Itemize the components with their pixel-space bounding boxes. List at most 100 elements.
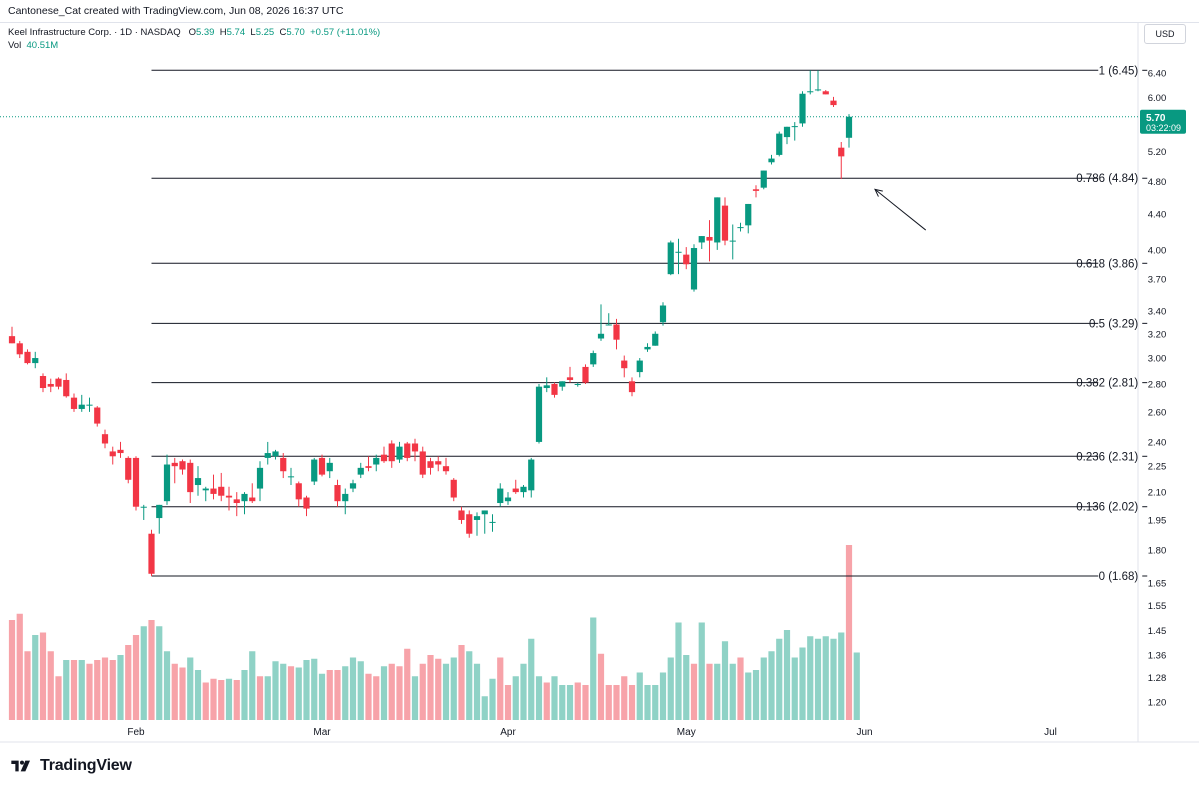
price-axis-tick: 1.65 — [1148, 578, 1167, 589]
last-price-value: 5.70 — [1146, 113, 1166, 124]
candle-body — [365, 466, 372, 468]
symbol-title[interactable]: Keel Infrastructure Corp. · 1D · NASDAQ — [8, 27, 181, 38]
candle-body — [551, 383, 558, 395]
volume-bar — [799, 647, 806, 720]
candle-body — [737, 227, 744, 229]
volume-bar — [295, 667, 302, 720]
candle-body — [264, 453, 271, 458]
volume-bar — [597, 653, 605, 720]
volume-bar — [698, 622, 705, 720]
volume-bar — [272, 661, 279, 720]
volume-bar — [8, 620, 16, 720]
volume-bar — [47, 651, 54, 720]
price-axis-tick: 3.40 — [1148, 306, 1167, 317]
candle-body — [450, 479, 457, 498]
fib-level-label: 0.236 (2.31) — [1076, 451, 1138, 463]
time-axis-label: Jul — [1044, 727, 1057, 738]
currency-button[interactable]: USD — [1144, 24, 1186, 44]
fib-level-label: 0.136 (2.02) — [1076, 502, 1138, 514]
candle-body — [295, 483, 302, 500]
volume-bar — [582, 685, 589, 720]
volume-bar — [845, 545, 853, 720]
candle-body — [597, 333, 605, 339]
candle-body — [776, 133, 783, 155]
tradingview-logo-icon — [11, 760, 30, 772]
volume-bar — [621, 676, 628, 720]
volume-bar — [140, 626, 147, 720]
price-axis-tick: 6.00 — [1148, 93, 1167, 104]
annotation-arrowhead — [874, 188, 883, 197]
candle-body — [582, 366, 589, 383]
volume-bar — [163, 651, 171, 720]
candle-body — [528, 459, 535, 491]
candle-body — [187, 462, 194, 493]
volume-bar — [853, 652, 860, 720]
volume-bar — [280, 663, 287, 720]
volume-bar — [225, 678, 233, 720]
price-axis-tick: 3.20 — [1148, 329, 1167, 340]
annotation-arrow — [874, 188, 927, 231]
volume-label: Vol — [8, 40, 22, 51]
candle-body — [814, 89, 822, 91]
volume-bar — [388, 663, 395, 720]
candle-body — [683, 254, 690, 265]
candle-body — [822, 91, 829, 95]
volume-bar — [86, 663, 93, 720]
volume-bar — [644, 685, 651, 720]
volume-bar — [187, 657, 194, 720]
price-axis-tick: 2.10 — [1148, 488, 1167, 499]
volume-bar — [442, 663, 450, 720]
volume-bar — [148, 620, 155, 720]
price-axis-tick: 4.00 — [1148, 245, 1167, 256]
candle-body — [148, 533, 155, 574]
candle-body — [63, 379, 70, 397]
volume-bar — [342, 666, 349, 720]
volume-bar — [210, 678, 217, 720]
volume-bar — [605, 685, 612, 720]
candle-body — [39, 376, 47, 389]
legend-volume-row: Vol 40.51M — [8, 39, 380, 52]
volume-bar — [318, 673, 326, 720]
volume-bar — [411, 676, 419, 720]
candle-body — [783, 126, 791, 138]
candle-body — [706, 236, 713, 241]
candle-body — [132, 457, 140, 507]
candle-body — [845, 116, 853, 138]
candle-body — [574, 383, 581, 385]
volume-bar — [683, 655, 690, 720]
volume-bar — [357, 661, 364, 720]
high-value: 5.74 — [226, 27, 246, 38]
legend-price-row: Keel Infrastructure Corp. · 1D · NASDAQ … — [8, 26, 380, 39]
last-price-badge — [1140, 109, 1186, 134]
candle-body — [791, 126, 798, 128]
candle-body — [613, 324, 620, 340]
volume-bar — [233, 680, 240, 720]
volume-bar — [675, 622, 682, 720]
volume-bar — [822, 636, 829, 720]
fib-level-label: 0.382 (2.81) — [1076, 378, 1138, 390]
volume-bar — [497, 657, 504, 720]
candle-body — [458, 510, 465, 520]
volume-bar — [590, 617, 597, 720]
high-label: H — [219, 27, 227, 38]
time-axis-label: May — [677, 727, 696, 738]
volume-bar — [543, 682, 550, 720]
volume-bar — [830, 638, 837, 720]
volume-bar — [63, 660, 70, 720]
candle-body — [760, 170, 767, 188]
price-axis-tick: 6.40 — [1148, 69, 1167, 80]
candle-body — [70, 397, 78, 409]
candle-body — [675, 251, 682, 253]
tradingview-brand[interactable]: TradingView — [10, 755, 132, 777]
candle-body — [241, 493, 248, 502]
time-axis-label: Feb — [127, 727, 145, 738]
candle-body — [419, 451, 426, 475]
volume-bar — [78, 660, 85, 720]
candle-body — [32, 358, 39, 364]
candle-body — [179, 461, 186, 470]
volume-bar — [171, 663, 178, 720]
volume-bar — [667, 657, 674, 720]
candle-body — [194, 478, 202, 486]
candle-body — [163, 464, 171, 502]
